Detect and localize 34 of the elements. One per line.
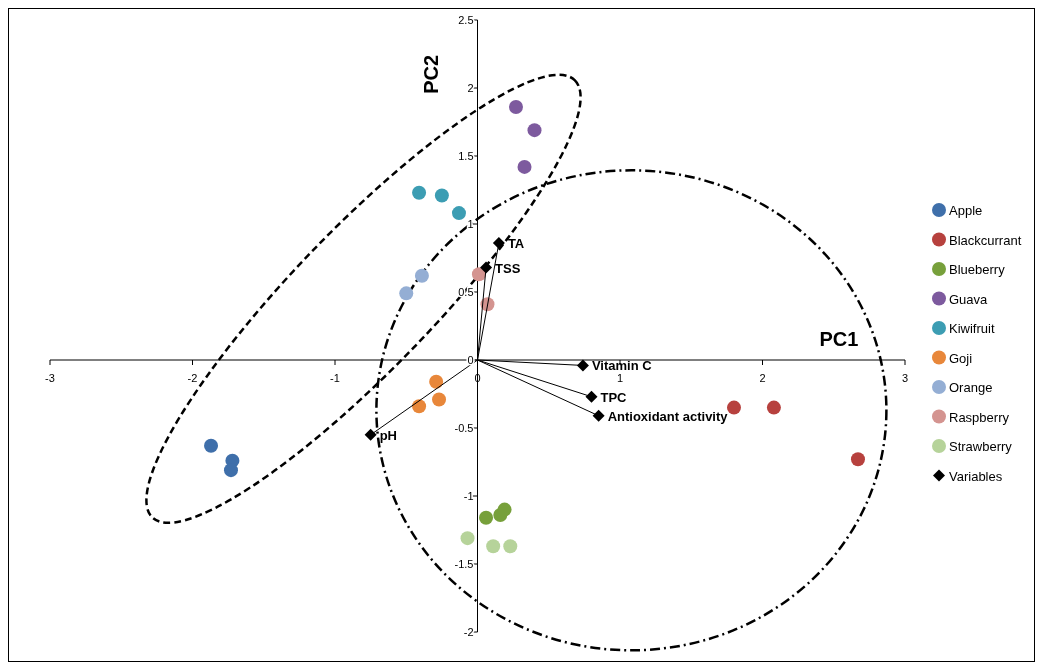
y-tick-label: 1	[467, 218, 474, 230]
legend-label: Guava	[949, 291, 989, 307]
annotation: TA	[507, 236, 525, 252]
annotation: TPC	[600, 389, 628, 405]
legend-label: Apple	[949, 203, 983, 218]
x-axis-title: PC1	[819, 328, 859, 350]
x-tick-label: 3	[901, 372, 909, 384]
y-tick-label: -1.5	[454, 558, 474, 570]
y-tick-label: -2	[463, 626, 474, 638]
y-tick-label: 2.5	[458, 14, 474, 26]
y-tick-label: -0.5	[454, 422, 474, 434]
y-tick-label: -1	[463, 490, 474, 502]
annotation: Vitamin C	[591, 358, 653, 374]
legend-label: Blueberry	[949, 262, 1006, 277]
x-tick-label: -3	[45, 372, 55, 384]
legend-label: Variables	[949, 468, 1003, 484]
legend-label: Kiwifruit	[949, 321, 995, 336]
y-tick-label: 0.5	[458, 286, 474, 298]
x-tick-label: -2	[187, 372, 198, 384]
y-axis-title: PC2	[419, 54, 442, 94]
annotation: Antioxidant activity	[607, 408, 729, 424]
legend-label: Goji	[949, 350, 973, 366]
x-tick-label: 1	[616, 372, 624, 384]
annotation: TSS	[495, 260, 521, 276]
annotation: pH	[379, 427, 397, 443]
legend-label: Strawberry	[949, 439, 1013, 454]
legend-label: Raspberry	[949, 409, 1010, 425]
x-tick-label: -1	[330, 372, 340, 384]
y-tick-label: 2	[467, 82, 474, 94]
legend-label: Blackcurrant	[949, 232, 1022, 248]
x-tick-label: 2	[759, 372, 766, 384]
legend-label: Orange	[949, 380, 993, 395]
y-tick-label: 0	[467, 354, 474, 366]
y-tick-label: 1.5	[458, 150, 474, 162]
